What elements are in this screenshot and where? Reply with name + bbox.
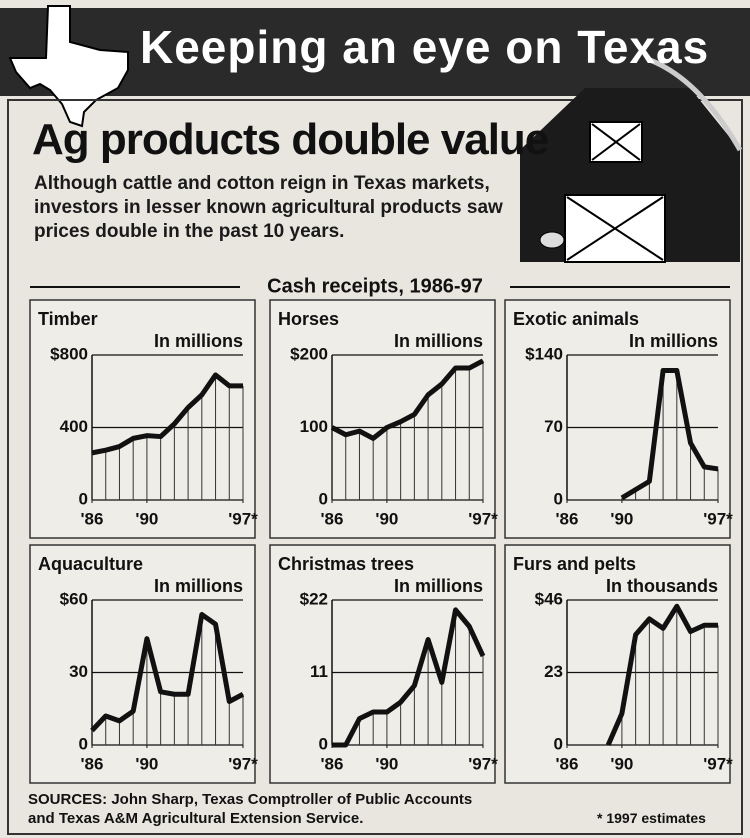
data-line	[330, 358, 485, 441]
x-tick-label: '86	[81, 509, 104, 528]
chart-title: Exotic animals	[513, 309, 639, 329]
x-tick-label: '97*	[228, 754, 258, 773]
x-tick-label: '86	[321, 509, 344, 528]
chart-title: Christmas trees	[278, 554, 414, 574]
x-tick-label: '86	[556, 754, 579, 773]
y-tick-label: 0	[554, 489, 563, 508]
y-tick-label: $140	[525, 344, 563, 363]
texas-shape	[8, 5, 129, 128]
chart-title: Aquaculture	[38, 554, 143, 574]
y-tick-label: 0	[79, 734, 88, 753]
intro-text: Although cattle and cotton reign in Texa…	[34, 173, 503, 242]
data-line	[90, 612, 245, 733]
x-tick-label: '97*	[703, 754, 733, 773]
x-tick-label: '97*	[228, 509, 258, 528]
data-line	[91, 372, 243, 456]
x-tick-label: '97*	[468, 754, 498, 773]
y-tick-label: 0	[554, 734, 563, 753]
x-tick-label: '90	[375, 509, 398, 528]
panel	[269, 544, 496, 784]
x-tick-label: '90	[375, 754, 398, 773]
content-frame	[7, 99, 743, 835]
y-tick-label: 30	[69, 662, 88, 681]
unit-label: In thousands	[606, 576, 718, 596]
y-tick-label: $22	[300, 589, 328, 608]
y-tick-label: 0	[319, 489, 328, 508]
x-tick-label: '90	[135, 509, 158, 528]
y-tick-label: 0	[319, 734, 328, 753]
y-tick-label: 400	[60, 417, 88, 436]
footnote: * 1997 estimates	[597, 810, 706, 826]
x-tick-label: '86	[81, 754, 104, 773]
data-line	[620, 368, 719, 501]
headline: Ag products double value	[32, 115, 549, 164]
data-line	[332, 607, 486, 748]
x-tick-label: '90	[610, 754, 633, 773]
y-tick-label: 11	[310, 662, 328, 681]
x-tick-label: '86	[321, 754, 344, 773]
y-tick-label: 0	[79, 489, 88, 508]
y-tick-label: $46	[535, 589, 563, 608]
unit-label: In millions	[394, 576, 483, 596]
unit-label: In millions	[154, 331, 243, 351]
unit-label: In millions	[154, 576, 243, 596]
section-title: Cash receipts, 1986-97	[267, 275, 483, 297]
y-tick-label: 70	[544, 417, 563, 436]
sources: SOURCES: John Sharp, Texas Comptroller o…	[28, 791, 473, 827]
x-tick-label: '97*	[468, 509, 498, 528]
y-tick-label: 100	[300, 417, 328, 436]
x-tick-label: '90	[135, 754, 158, 773]
y-tick-label: 23	[544, 662, 563, 681]
banner-title: Keeping an eye on Texas	[140, 21, 710, 73]
y-tick-label: $200	[290, 344, 328, 363]
panel	[29, 299, 256, 539]
x-tick-label: '97*	[703, 509, 733, 528]
x-tick-label: '90	[610, 509, 633, 528]
barn	[520, 57, 743, 263]
chart-title: Timber	[38, 309, 98, 329]
chart-title: Horses	[278, 309, 339, 329]
data-line	[605, 603, 718, 746]
panel	[504, 544, 731, 784]
x-tick-label: '86	[556, 509, 579, 528]
y-tick-label: $60	[60, 589, 88, 608]
panel	[504, 299, 731, 539]
unit-label: In millions	[394, 331, 483, 351]
unit-label: In millions	[629, 331, 718, 351]
panel	[269, 299, 496, 539]
y-tick-label: $800	[50, 344, 88, 363]
chart-title: Furs and pelts	[513, 554, 636, 574]
